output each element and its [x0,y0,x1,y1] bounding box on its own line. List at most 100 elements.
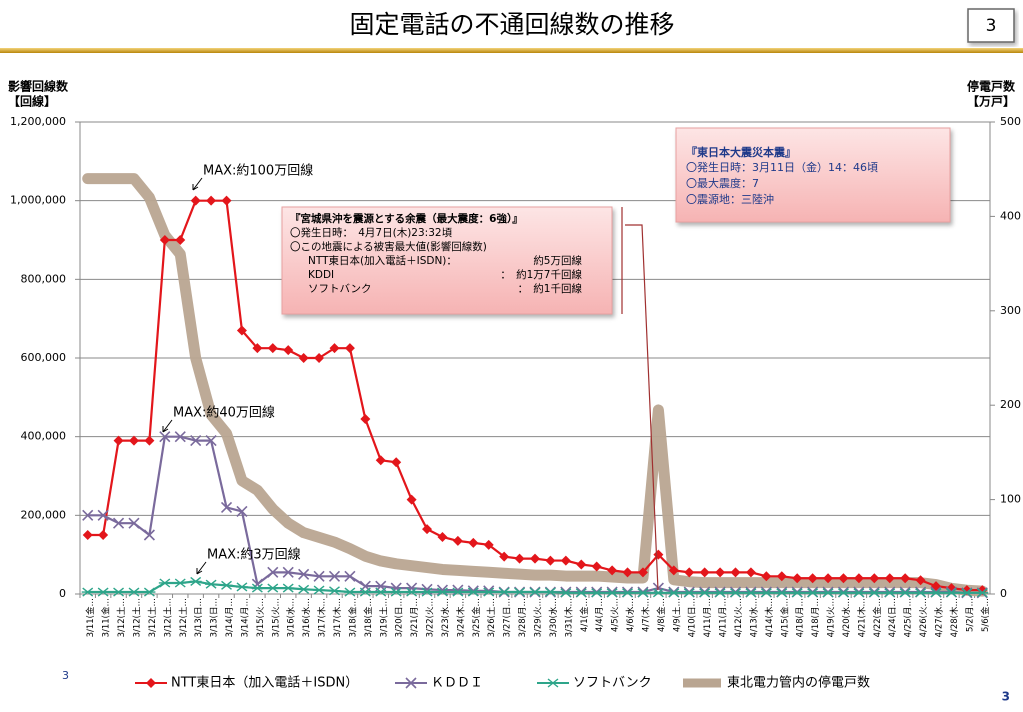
point [112,517,125,529]
point [483,539,494,550]
point [406,494,417,505]
star-marker [683,588,696,598]
point [112,587,125,597]
earthquake-box: 『東日本大震災本震』 〇発生日時：3月11日（金）14：46頃 〇最大震度：7 … [675,127,951,223]
star-marker [714,588,727,598]
point [547,678,559,688]
point [498,587,511,597]
x-tick-label: 3/16(水… [286,598,297,637]
point [190,435,202,447]
x-tick-label: 3/17(木… [317,598,328,637]
x-tick-label: 3/18(金… [363,598,374,637]
point [359,587,372,597]
point [159,235,170,245]
point [437,531,448,542]
page-box [967,8,1015,43]
point [699,567,710,578]
diamond [668,565,679,576]
star-marker [158,578,171,588]
box-line: 〇発生日時：3月11日（金）14：46頃 [686,160,878,174]
point [422,524,433,535]
y2-tick-label: 500 [1000,115,1021,128]
point [715,567,726,578]
point [297,584,310,594]
star-marker [313,585,326,595]
x-tick-label: 4/7(木… [640,598,651,632]
diamond [514,553,525,564]
star-marker [960,588,973,598]
x-marker [143,529,155,541]
footer-note: 3 [62,669,69,682]
star-marker [189,576,202,586]
diamond [607,565,618,576]
x-tick-label: 4/15(金… [779,598,790,637]
point [530,553,540,564]
star-marker [282,583,295,593]
point [591,561,602,572]
point [729,588,742,598]
point [976,588,989,598]
y2-tick-label: 300 [1000,304,1021,317]
star-marker [775,588,788,598]
star-marker [251,583,264,593]
point [930,588,943,598]
star-marker [652,588,665,598]
point [189,576,202,586]
point [236,325,247,336]
diamond [375,455,386,466]
point [421,587,434,597]
x-tick-label: 3/12(土… [116,598,127,637]
x-tick-label: 3/21(月… [410,598,420,637]
star-marker [436,587,449,597]
star-marker [606,588,619,598]
diamond [468,537,479,548]
diamond [823,573,834,584]
star-marker [220,580,233,590]
point [436,587,449,597]
diamond [545,555,556,566]
point [343,587,356,597]
point [776,571,787,582]
point [206,195,217,206]
star-marker [544,587,557,597]
point [205,579,218,589]
star-marker [930,588,943,598]
x-marker [112,517,125,529]
point [636,588,649,598]
point [452,535,463,546]
series [81,173,989,599]
point [607,565,618,576]
box-line: 〇発生日時： 4月7日(木)23:32頃 [290,226,453,239]
diamond [190,195,201,206]
x-tick-label: 5/6(金… [980,598,991,632]
point [344,343,355,354]
point [559,588,572,598]
x-marker [267,566,279,578]
x-tick-label: 3/13(日… [210,598,220,637]
annotation: MAX:約3万回線 [207,547,301,563]
y-tick-label: 400,000 [21,430,67,443]
x-tick-label: 4/24(日… [888,598,898,637]
star-marker [899,588,912,598]
x-tick-label: 4/26(火… [919,598,929,637]
point [174,578,187,588]
point [775,588,788,598]
box-line: 〇震源地：三陸沖 [686,192,774,206]
star-marker [235,582,248,592]
star-marker [143,587,156,597]
point [760,588,773,598]
star-marker [729,588,742,598]
point [313,585,326,595]
annotation-arrow [162,419,173,433]
y2-tick-label: 400 [1000,209,1021,222]
star-marker [205,579,218,589]
point [806,588,819,598]
point [823,573,834,584]
point [621,588,634,598]
annotation-arrow [192,177,203,191]
x-marker [220,501,233,514]
x-tick-label: 3/11(金… [85,598,96,637]
y2-tick-label: 0 [1000,587,1007,600]
x-marker [236,505,248,517]
point [391,457,402,468]
